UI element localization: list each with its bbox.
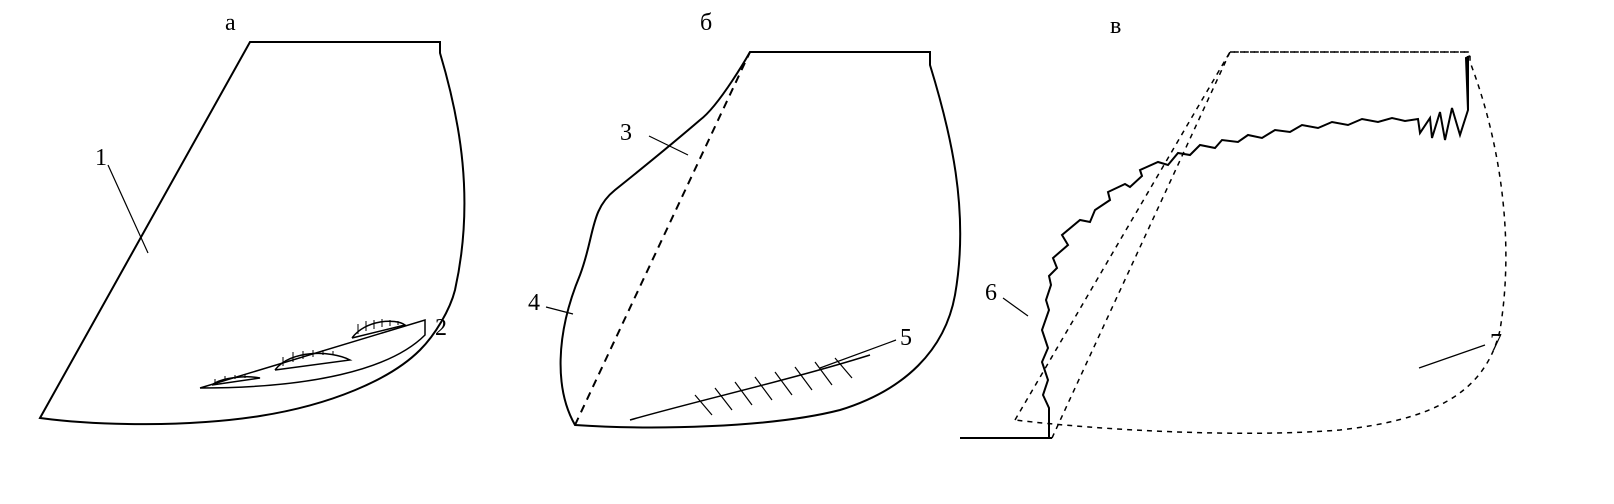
panel-a-hatching — [215, 319, 398, 383]
panel-c-dashed-inner — [1052, 52, 1230, 438]
panel-c-group — [960, 52, 1506, 438]
label-2: 2 — [435, 315, 447, 342]
diagram-svg — [0, 0, 1614, 504]
panel-b-outline — [561, 52, 961, 427]
panel-b-group — [561, 52, 961, 427]
panel-b-bottom-inner — [630, 355, 870, 420]
panel-c-title: в — [1110, 13, 1121, 40]
label-4: 4 — [528, 290, 540, 317]
callout-lines — [108, 136, 1485, 368]
label-3: 3 — [620, 120, 632, 147]
label-7: 7 — [1490, 330, 1502, 357]
label-5: 5 — [900, 325, 912, 352]
panel-b-dashed-edge — [575, 52, 750, 425]
figure-canvas: а б в 1 2 3 4 5 6 7 — [0, 0, 1614, 504]
panel-a-title: а — [225, 10, 236, 37]
panel-a-bump-3 — [212, 377, 260, 385]
panel-c-dashed-outline — [1015, 52, 1506, 433]
panel-c-jagged-profile — [1042, 56, 1470, 438]
label-6: 6 — [985, 280, 997, 307]
panel-b-title: б — [700, 10, 712, 37]
panel-a-bump-1 — [352, 321, 405, 338]
panel-a-group — [40, 42, 464, 424]
label-1: 1 — [95, 145, 107, 172]
panel-a-outline — [40, 42, 464, 424]
